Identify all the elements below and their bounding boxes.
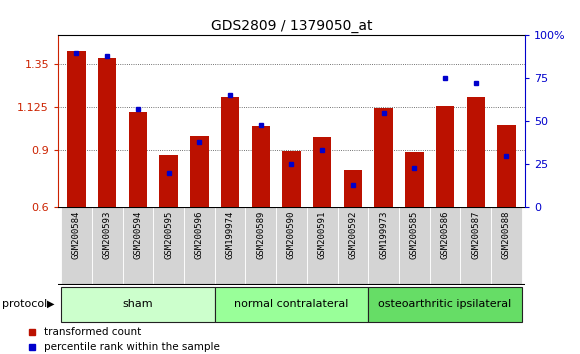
Title: GDS2809 / 1379050_at: GDS2809 / 1379050_at: [211, 19, 372, 33]
Bar: [122, 207, 153, 285]
Bar: [313, 137, 331, 207]
Bar: [252, 126, 270, 207]
Bar: [153, 207, 184, 285]
Text: GSM200590: GSM200590: [287, 210, 296, 258]
Bar: [92, 207, 122, 285]
Bar: [368, 207, 399, 285]
Text: GSM200596: GSM200596: [195, 210, 204, 258]
Bar: [184, 207, 215, 285]
Bar: [67, 51, 86, 207]
Text: transformed count: transformed count: [44, 327, 141, 337]
Text: sham: sham: [122, 299, 153, 309]
Text: GSM200584: GSM200584: [72, 210, 81, 258]
Bar: [368, 287, 522, 322]
Bar: [399, 207, 430, 285]
Bar: [61, 207, 92, 285]
Text: osteoarthritic ipsilateral: osteoarthritic ipsilateral: [378, 299, 512, 309]
Bar: [497, 125, 516, 207]
Text: GSM200592: GSM200592: [349, 210, 357, 258]
Text: percentile rank within the sample: percentile rank within the sample: [44, 342, 219, 352]
Text: GSM200589: GSM200589: [256, 210, 265, 258]
Bar: [491, 207, 522, 285]
Bar: [129, 112, 147, 207]
Bar: [466, 97, 485, 207]
Bar: [374, 108, 393, 207]
Bar: [344, 170, 362, 207]
Bar: [338, 207, 368, 285]
Text: GSM200591: GSM200591: [318, 210, 327, 258]
Bar: [307, 207, 338, 285]
Text: GSM200594: GSM200594: [133, 210, 142, 258]
Bar: [221, 97, 239, 207]
Text: protocol: protocol: [2, 299, 47, 309]
Text: normal contralateral: normal contralateral: [234, 299, 349, 309]
Bar: [436, 106, 454, 207]
Bar: [98, 58, 117, 207]
Bar: [215, 287, 368, 322]
Bar: [430, 207, 461, 285]
Text: GSM200585: GSM200585: [410, 210, 419, 258]
Text: GSM199974: GSM199974: [226, 210, 234, 258]
Text: GSM200586: GSM200586: [441, 210, 450, 258]
Bar: [61, 287, 215, 322]
Bar: [215, 207, 245, 285]
Text: GSM200588: GSM200588: [502, 210, 511, 258]
Bar: [461, 207, 491, 285]
Text: GSM199973: GSM199973: [379, 210, 388, 258]
Text: GSM200587: GSM200587: [472, 210, 480, 258]
Bar: [245, 207, 276, 285]
Text: GSM200593: GSM200593: [103, 210, 111, 258]
Text: GSM200595: GSM200595: [164, 210, 173, 258]
Text: ▶: ▶: [48, 299, 55, 309]
Bar: [405, 152, 423, 207]
Bar: [282, 151, 300, 207]
Bar: [190, 136, 209, 207]
Bar: [160, 155, 178, 207]
Bar: [276, 207, 307, 285]
